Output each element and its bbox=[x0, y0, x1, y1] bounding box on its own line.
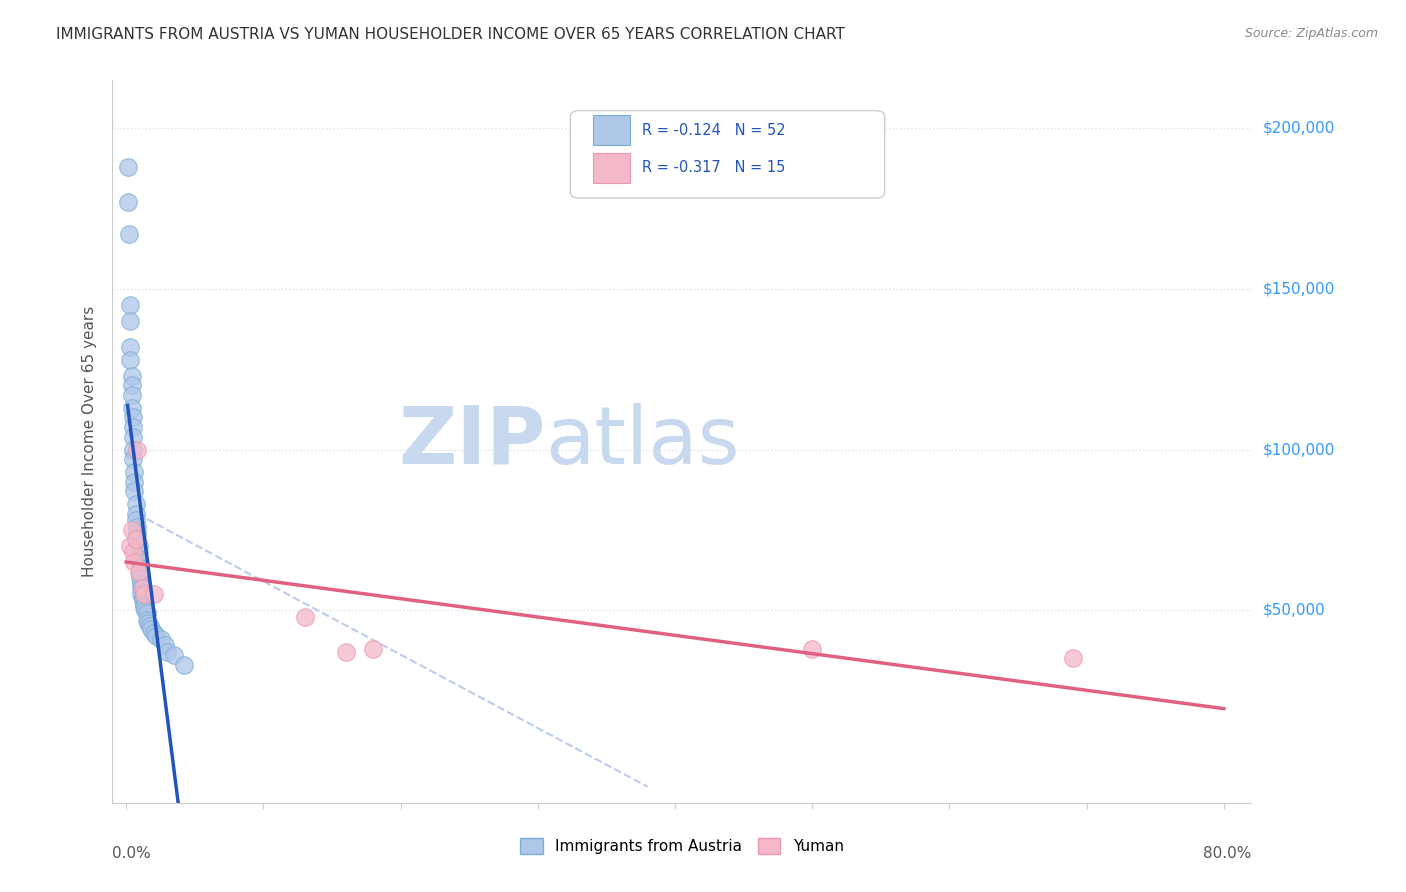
Text: IMMIGRANTS FROM AUSTRIA VS YUMAN HOUSEHOLDER INCOME OVER 65 YEARS CORRELATION CH: IMMIGRANTS FROM AUSTRIA VS YUMAN HOUSEHO… bbox=[56, 27, 845, 42]
Text: $150,000: $150,000 bbox=[1263, 282, 1334, 296]
Point bbox=[156, 645, 179, 659]
Point bbox=[120, 340, 142, 354]
Point bbox=[120, 314, 142, 328]
Point bbox=[124, 484, 146, 499]
Point bbox=[134, 603, 156, 617]
Text: Source: ZipAtlas.com: Source: ZipAtlas.com bbox=[1244, 27, 1378, 40]
Point bbox=[142, 625, 165, 640]
Point bbox=[121, 401, 143, 415]
Point bbox=[120, 539, 142, 553]
Point bbox=[128, 545, 150, 559]
Point bbox=[125, 513, 148, 527]
Text: R = -0.317   N = 15: R = -0.317 N = 15 bbox=[643, 161, 786, 176]
Point bbox=[125, 497, 148, 511]
Point bbox=[117, 195, 139, 210]
Text: 0.0%: 0.0% bbox=[112, 847, 152, 861]
Point bbox=[127, 526, 149, 541]
Point bbox=[131, 591, 153, 605]
Point bbox=[145, 629, 167, 643]
Point bbox=[121, 378, 143, 392]
Point bbox=[138, 619, 160, 633]
Point bbox=[135, 613, 157, 627]
Point bbox=[129, 571, 152, 585]
Point bbox=[128, 565, 150, 579]
Bar bbox=[593, 153, 630, 183]
Point bbox=[142, 587, 165, 601]
Text: ZIP: ZIP bbox=[398, 402, 546, 481]
Point bbox=[125, 507, 148, 521]
Point bbox=[129, 581, 152, 595]
Point bbox=[1062, 651, 1084, 665]
Point bbox=[335, 645, 357, 659]
Point bbox=[294, 609, 316, 624]
Point bbox=[131, 593, 153, 607]
Point bbox=[129, 561, 152, 575]
Point bbox=[129, 587, 152, 601]
Text: R = -0.124   N = 52: R = -0.124 N = 52 bbox=[643, 122, 786, 137]
Point bbox=[129, 565, 152, 579]
Point bbox=[131, 581, 153, 595]
Point bbox=[136, 615, 159, 630]
Text: $50,000: $50,000 bbox=[1263, 603, 1326, 617]
Point bbox=[124, 465, 146, 479]
Point bbox=[361, 641, 384, 656]
Point bbox=[122, 545, 145, 559]
Point bbox=[132, 599, 155, 614]
FancyBboxPatch shape bbox=[571, 111, 884, 198]
Point bbox=[122, 430, 145, 444]
Point bbox=[124, 555, 146, 569]
Point bbox=[122, 420, 145, 434]
Point bbox=[128, 551, 150, 566]
Bar bbox=[593, 115, 630, 145]
Text: $200,000: $200,000 bbox=[1263, 121, 1334, 136]
Point bbox=[139, 623, 162, 637]
Point bbox=[122, 410, 145, 425]
Point bbox=[120, 352, 142, 367]
Point bbox=[129, 555, 152, 569]
Point bbox=[163, 648, 186, 662]
Point bbox=[125, 533, 148, 547]
Point bbox=[153, 639, 176, 653]
Point bbox=[127, 519, 149, 533]
Point bbox=[118, 227, 141, 242]
Point bbox=[801, 641, 824, 656]
Point bbox=[124, 475, 146, 489]
Point bbox=[132, 597, 155, 611]
Y-axis label: Householder Income Over 65 years: Householder Income Over 65 years bbox=[82, 306, 97, 577]
Point bbox=[127, 442, 149, 457]
Text: 80.0%: 80.0% bbox=[1204, 847, 1251, 861]
Point bbox=[173, 657, 195, 672]
Point bbox=[121, 523, 143, 537]
Point bbox=[120, 298, 142, 312]
Point bbox=[127, 533, 149, 547]
Point bbox=[121, 368, 143, 383]
Point bbox=[117, 160, 139, 174]
Point bbox=[128, 539, 150, 553]
Point bbox=[149, 632, 172, 646]
Point bbox=[122, 452, 145, 467]
Point bbox=[129, 577, 152, 591]
Text: atlas: atlas bbox=[546, 402, 740, 481]
Point bbox=[135, 607, 157, 621]
Point bbox=[121, 388, 143, 402]
Legend: Immigrants from Austria, Yuman: Immigrants from Austria, Yuman bbox=[515, 832, 849, 860]
Point bbox=[122, 442, 145, 457]
Text: $100,000: $100,000 bbox=[1263, 442, 1334, 457]
Point bbox=[132, 587, 155, 601]
